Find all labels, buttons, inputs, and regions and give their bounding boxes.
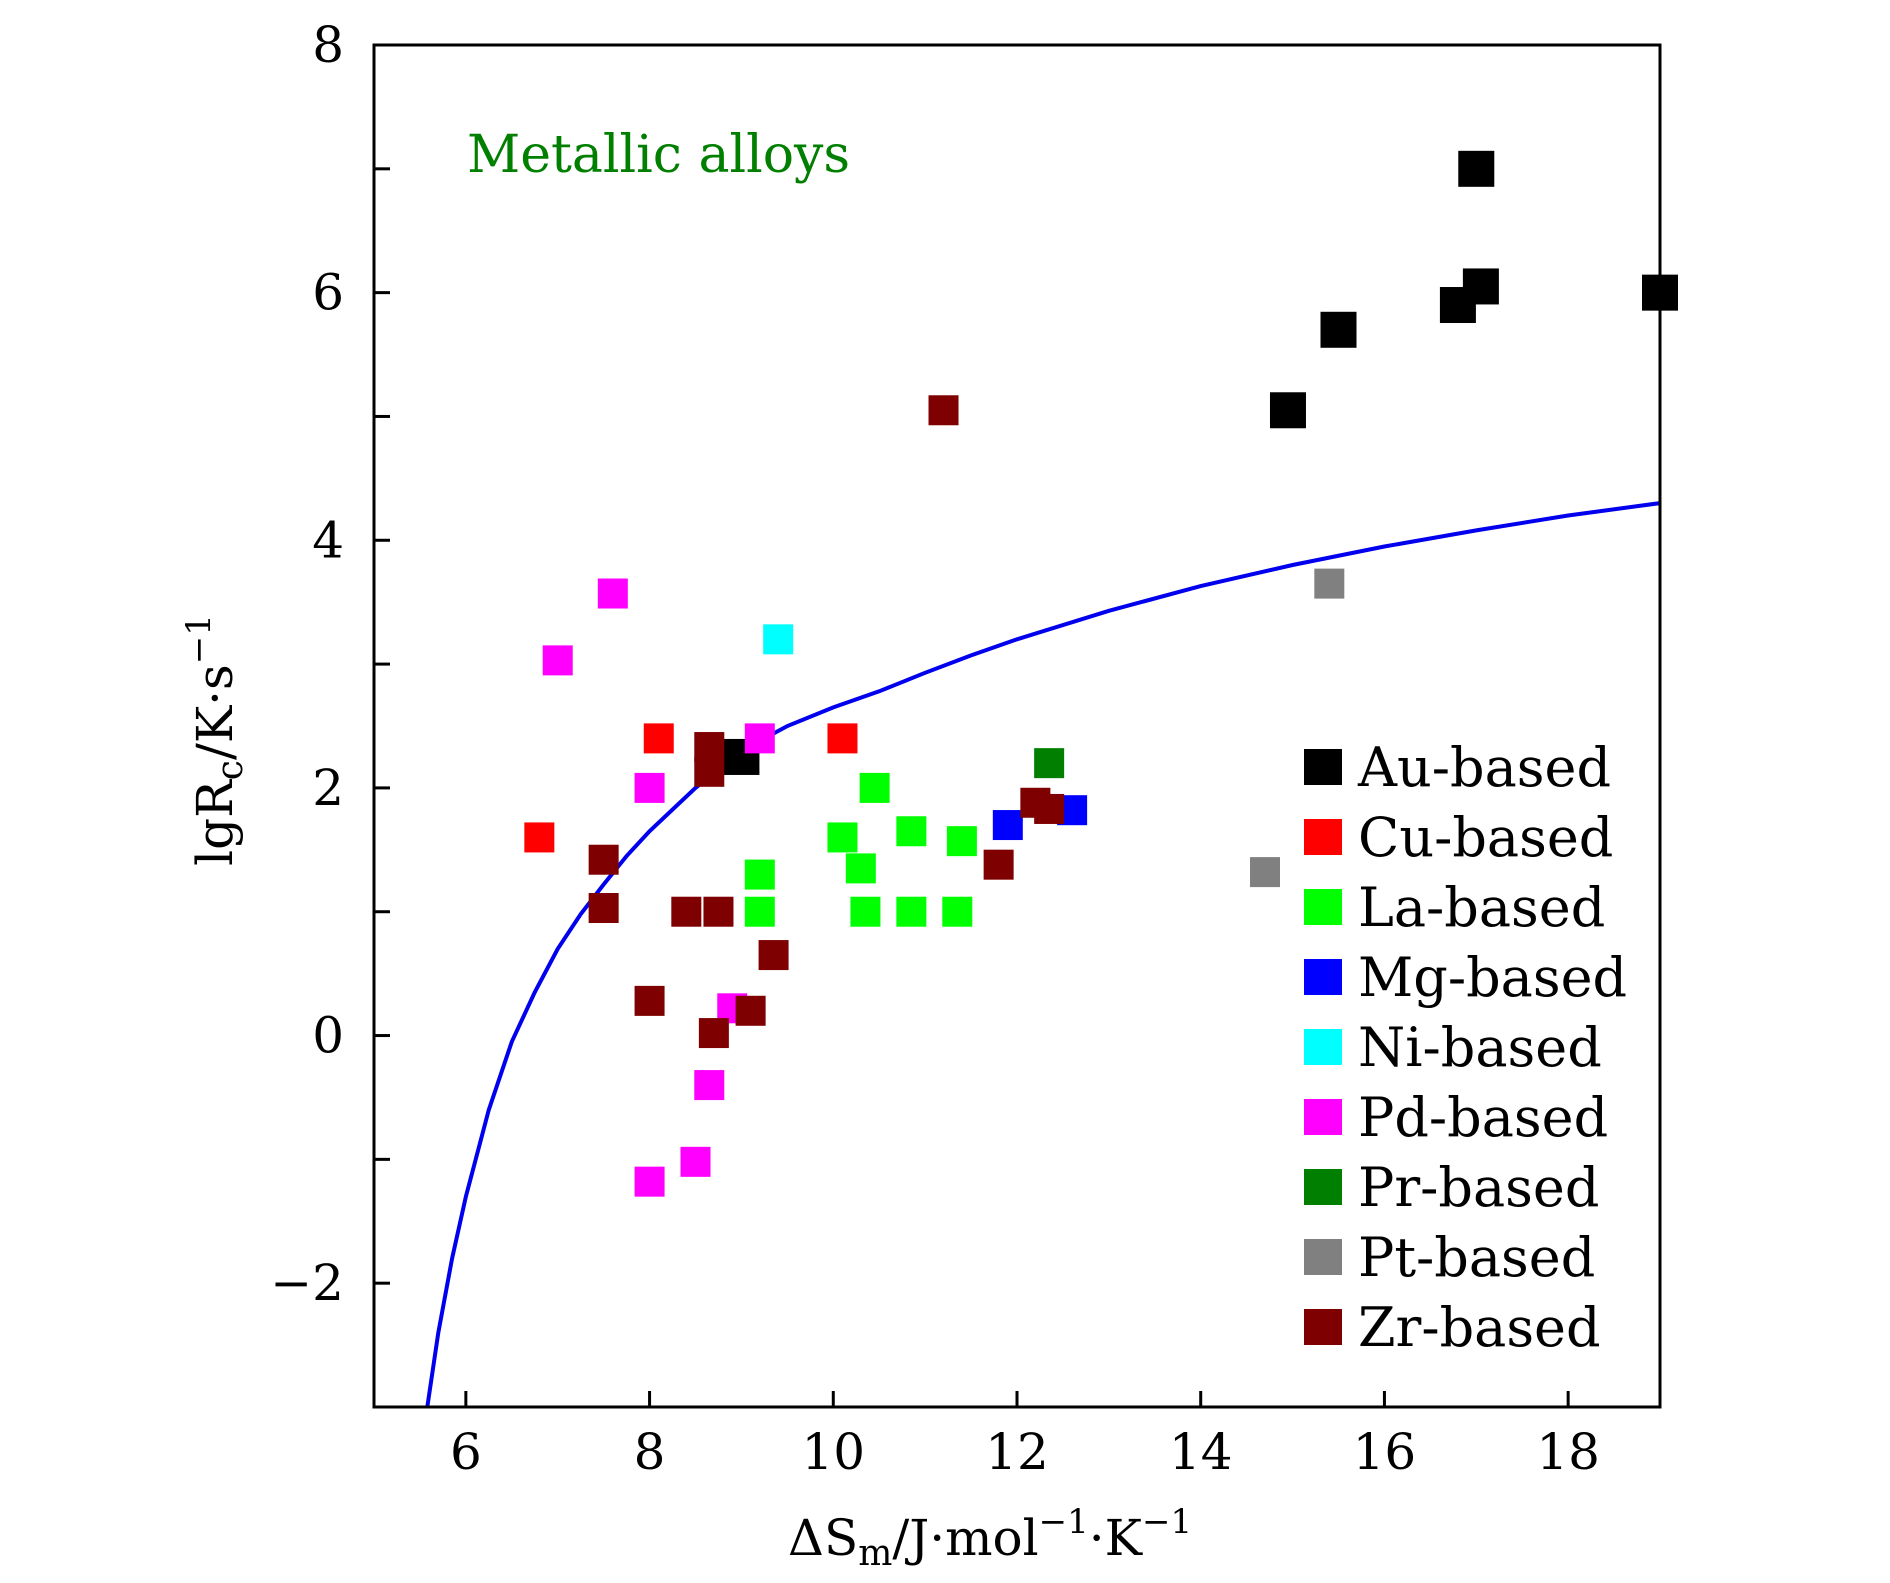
- x-axis-ticks: 6 8 10 12 14 16 18: [450, 1391, 1600, 1481]
- marker-la-based: [845, 853, 876, 884]
- marker-cu-based: [827, 723, 858, 754]
- x-tick-label: 18: [1536, 1423, 1600, 1481]
- x-tick-label: 6: [450, 1423, 482, 1481]
- marker-zr-based: [983, 849, 1014, 880]
- marker-zr-based: [758, 940, 789, 971]
- legend-label-la-based: La-based: [1358, 876, 1605, 939]
- legend-swatch-la-based: [1304, 889, 1342, 925]
- legend-label-pr-based: Pr-based: [1358, 1156, 1599, 1219]
- marker-pt-based: [1314, 568, 1345, 599]
- marker-zr-based: [698, 1018, 729, 1049]
- marker-zr-based: [703, 896, 734, 927]
- marker-pd-based: [597, 578, 628, 609]
- legend-label-pd-based: Pd-based: [1358, 1086, 1608, 1149]
- marker-pr-based: [1034, 748, 1065, 779]
- legend-label-mg-based: Mg-based: [1358, 946, 1627, 1009]
- marker-pt-based: [1250, 857, 1281, 888]
- legend-swatch-cu-based: [1304, 819, 1342, 855]
- marker-zr-based: [928, 395, 959, 426]
- marker-zr-based: [694, 756, 725, 787]
- marker-pd-based: [680, 1146, 711, 1177]
- y-axis-label-sub: c: [210, 760, 251, 780]
- marker-mg-based: [992, 810, 1023, 841]
- marker-au-based: [1320, 311, 1357, 348]
- x-tick-label: 8: [634, 1423, 666, 1481]
- y-tick-label: 0: [312, 1007, 344, 1065]
- x-tick-label: 10: [801, 1423, 865, 1481]
- marker-au-based: [1462, 268, 1499, 305]
- annotation-metallic-alloys: Metallic alloys: [467, 125, 850, 185]
- marker-la-based: [850, 896, 881, 927]
- marker-la-based: [827, 822, 858, 853]
- y-tick-label: 2: [312, 759, 344, 817]
- marker-pd-based: [694, 1070, 725, 1101]
- y-tick-label: 6: [312, 264, 344, 322]
- y-axis-label: lgRc/K·s−1: [179, 614, 251, 866]
- y-axis-label-main: lgR: [186, 779, 244, 866]
- x-tick-label: 16: [1353, 1423, 1417, 1481]
- marker-la-based: [859, 772, 890, 803]
- legend-swatch-pd-based: [1304, 1099, 1342, 1135]
- marker-zr-based: [1034, 793, 1065, 824]
- marker-la-based: [942, 896, 973, 927]
- y-tick-label: 4: [312, 511, 344, 569]
- y-tick-label: 8: [312, 16, 344, 74]
- marker-la-based: [744, 896, 775, 927]
- legend-swatch-mg-based: [1304, 959, 1342, 995]
- marker-pd-based: [744, 723, 775, 754]
- legend-swatch-au-based: [1304, 749, 1342, 785]
- x-axis-label: ΔSm/J·mol−1·K−1: [788, 1502, 1192, 1574]
- marker-la-based: [946, 826, 977, 857]
- y-axis-label-sup: −1: [179, 614, 219, 664]
- marker-au-based: [1269, 392, 1306, 429]
- x-axis-label-sub: m: [858, 1533, 892, 1574]
- legend-swatch-ni-based: [1304, 1029, 1342, 1065]
- legend-swatch-zr-based: [1304, 1309, 1342, 1345]
- marker-pd-based: [542, 645, 573, 676]
- marker-la-based: [744, 859, 775, 890]
- marker-au-based: [1458, 150, 1495, 187]
- marker-ni-based: [763, 624, 794, 655]
- marker-la-based: [896, 816, 927, 847]
- marker-zr-based: [634, 985, 665, 1016]
- x-axis-label-sup2: −1: [1142, 1502, 1192, 1542]
- x-axis-label-mid: ·K: [1089, 1509, 1144, 1567]
- legend-swatch-pt-based: [1304, 1239, 1342, 1275]
- x-axis-label-main: ΔS: [788, 1509, 858, 1567]
- y-axis-ticks: −2 0 2 4 6 8: [270, 16, 390, 1312]
- y-axis-label-rest: /K·s: [186, 664, 244, 760]
- marker-pd-based: [634, 1166, 665, 1197]
- marker-cu-based: [524, 822, 555, 853]
- x-axis-label-sup1: −1: [1039, 1502, 1089, 1542]
- legend-label-pt-based: Pt-based: [1358, 1226, 1595, 1289]
- x-tick-label: 12: [985, 1423, 1049, 1481]
- x-axis-label-rest: /J·mol: [892, 1509, 1038, 1567]
- legend: Au-based Cu-based La-based Mg-based Ni-based…: [1304, 736, 1627, 1359]
- marker-zr-based: [588, 893, 619, 924]
- marker-zr-based: [588, 844, 619, 875]
- marker-la-based: [896, 896, 927, 927]
- legend-label-zr-based: Zr-based: [1358, 1296, 1601, 1359]
- legend-swatch-pr-based: [1304, 1169, 1342, 1205]
- legend-label-cu-based: Cu-based: [1358, 806, 1613, 869]
- x-tick-label: 14: [1169, 1423, 1233, 1481]
- marker-cu-based: [643, 723, 674, 754]
- marker-zr-based: [735, 995, 766, 1026]
- marker-zr-based: [671, 896, 702, 927]
- legend-label-au-based: Au-based: [1357, 736, 1611, 799]
- y-tick-label: −2: [270, 1254, 344, 1312]
- marker-pd-based: [634, 772, 665, 803]
- legend-label-ni-based: Ni-based: [1358, 1016, 1602, 1079]
